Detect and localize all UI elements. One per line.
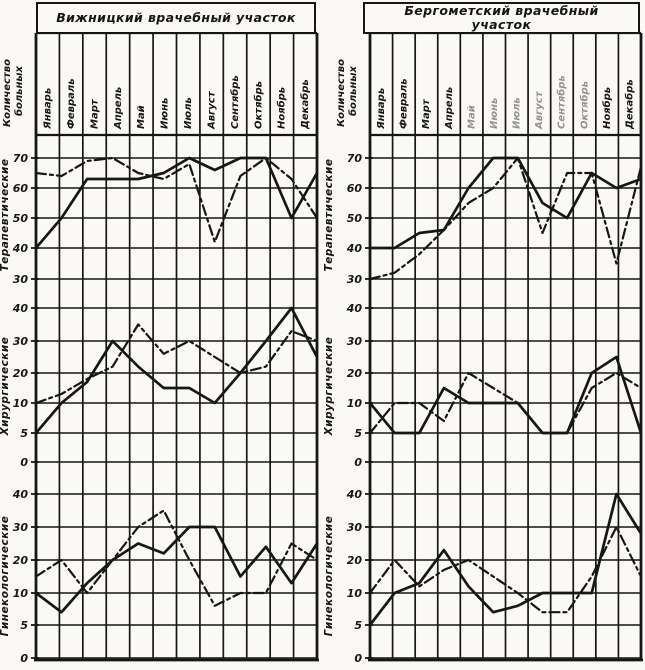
y-tick-label: 30 <box>347 521 363 534</box>
y-tick-label: 40 <box>12 242 29 255</box>
month-label: Сентябрь <box>556 75 568 129</box>
month-label: Ноябрь <box>276 87 288 129</box>
month-label: Май <box>136 105 147 129</box>
section-label: Хирургические <box>0 337 11 437</box>
series-solid-line <box>34 156 319 250</box>
series-dashdot-line <box>368 371 643 435</box>
month-label: Июль <box>183 97 194 129</box>
section-label: Терапевтические <box>323 158 335 271</box>
y-tick-label: 10 <box>13 587 29 600</box>
y-tick-label: 0 <box>20 652 28 665</box>
chart-plot: Январь Февраль Март Апрель Май Июнь Июль Август… <box>323 31 643 665</box>
month-label: Апрель <box>113 87 124 130</box>
y-tick-label: 0 <box>354 652 362 665</box>
y-tick-label: 5 <box>354 427 362 440</box>
y-tick-label: 20 <box>347 367 363 380</box>
y-tick-label: 60 <box>13 182 29 195</box>
series-dashdot-line <box>368 156 643 281</box>
month-label: Декабрь <box>623 79 635 130</box>
month-label: Апрель <box>444 87 455 130</box>
month-label: Март <box>421 98 432 129</box>
y-tick-label: 10 <box>347 587 363 600</box>
y-tick-label: 5 <box>354 619 362 632</box>
y-axis-title: Количество <box>2 59 13 127</box>
y-tick-label: 20 <box>347 554 363 567</box>
chart-title: Бергометский врачебный участок <box>404 3 599 32</box>
month-label: Февраль <box>66 78 77 129</box>
y-tick-label: 30 <box>347 335 363 348</box>
month-label: Август <box>206 90 217 130</box>
y-tick-label: 40 <box>346 242 363 255</box>
y-tick-label: 30 <box>13 521 29 534</box>
y-tick-label: 30 <box>13 335 29 348</box>
y-tick-label: 70 <box>347 152 363 165</box>
section-label: Гинекологические <box>323 516 335 637</box>
series-solid-line <box>34 306 319 435</box>
chart-plot: Январь Февраль Март Апрель Май Июнь Июль Август… <box>0 31 319 665</box>
y-tick-label: 5 <box>20 619 28 632</box>
series-solid-line <box>368 355 643 435</box>
month-label: Октябрь <box>578 81 590 129</box>
y-axis-title: Количество <box>336 59 347 127</box>
y-tick-label: 0 <box>20 456 28 469</box>
section-label: Терапевтические <box>0 158 11 271</box>
y-tick-label: 40 <box>12 302 29 315</box>
month-label: Октябрь <box>252 81 264 129</box>
y-axis-title: больных <box>13 66 25 116</box>
section-label: Гинекологические <box>0 516 11 637</box>
month-label: Ноябрь <box>601 87 613 129</box>
y-tick-label: 70 <box>13 152 29 165</box>
month-label: Сентябрь <box>229 75 241 129</box>
y-tick-label: 30 <box>13 273 29 286</box>
series-solid-line <box>368 156 643 250</box>
series-solid-line <box>368 492 643 627</box>
y-tick-label: 40 <box>12 488 29 501</box>
y-tick-label: 50 <box>13 212 29 225</box>
y-tick-label: 20 <box>13 554 29 567</box>
series-dashdot-line <box>34 323 319 405</box>
month-label: Июнь <box>489 98 500 129</box>
series-dashdot-line <box>34 156 319 244</box>
y-tick-label: 10 <box>13 397 29 410</box>
y-tick-label: 50 <box>347 212 363 225</box>
y-tick-label: 0 <box>354 456 362 469</box>
month-label: Декабрь <box>299 79 311 130</box>
series-dashdot-line <box>368 525 643 614</box>
month-label: Июнь <box>160 98 171 129</box>
y-tick-label: 40 <box>346 488 363 501</box>
y-tick-label: 20 <box>13 367 29 380</box>
y-tick-label: 30 <box>347 273 363 286</box>
month-label: Январь <box>43 88 54 130</box>
chart-title-box: Бергометский врачебный участок <box>363 2 640 34</box>
chart-bergomet-district: Бергометский врачебный участок Январь Фев… <box>323 0 645 670</box>
month-label: Март <box>89 98 100 129</box>
y-tick-label: 5 <box>20 427 28 440</box>
y-axis-title: больных <box>347 66 359 116</box>
chart-title: Вижницкий врачебный участок <box>56 10 296 25</box>
month-label: Май <box>466 105 477 129</box>
month-label: Февраль <box>399 78 410 129</box>
y-tick-label: 40 <box>346 302 363 315</box>
month-label: Август <box>534 90 545 130</box>
chart-vizhnitsky-district: Вижницкий врачебный участок Январь Феврал… <box>0 0 322 670</box>
y-tick-label: 60 <box>347 182 363 195</box>
y-tick-label: 10 <box>347 397 363 410</box>
series-dashdot-line <box>34 509 319 607</box>
chart-title-box: Вижницкий врачебный участок <box>36 2 316 34</box>
section-label: Хирургические <box>323 337 335 437</box>
month-label: Июль <box>512 97 523 129</box>
month-label: Январь <box>376 88 387 130</box>
